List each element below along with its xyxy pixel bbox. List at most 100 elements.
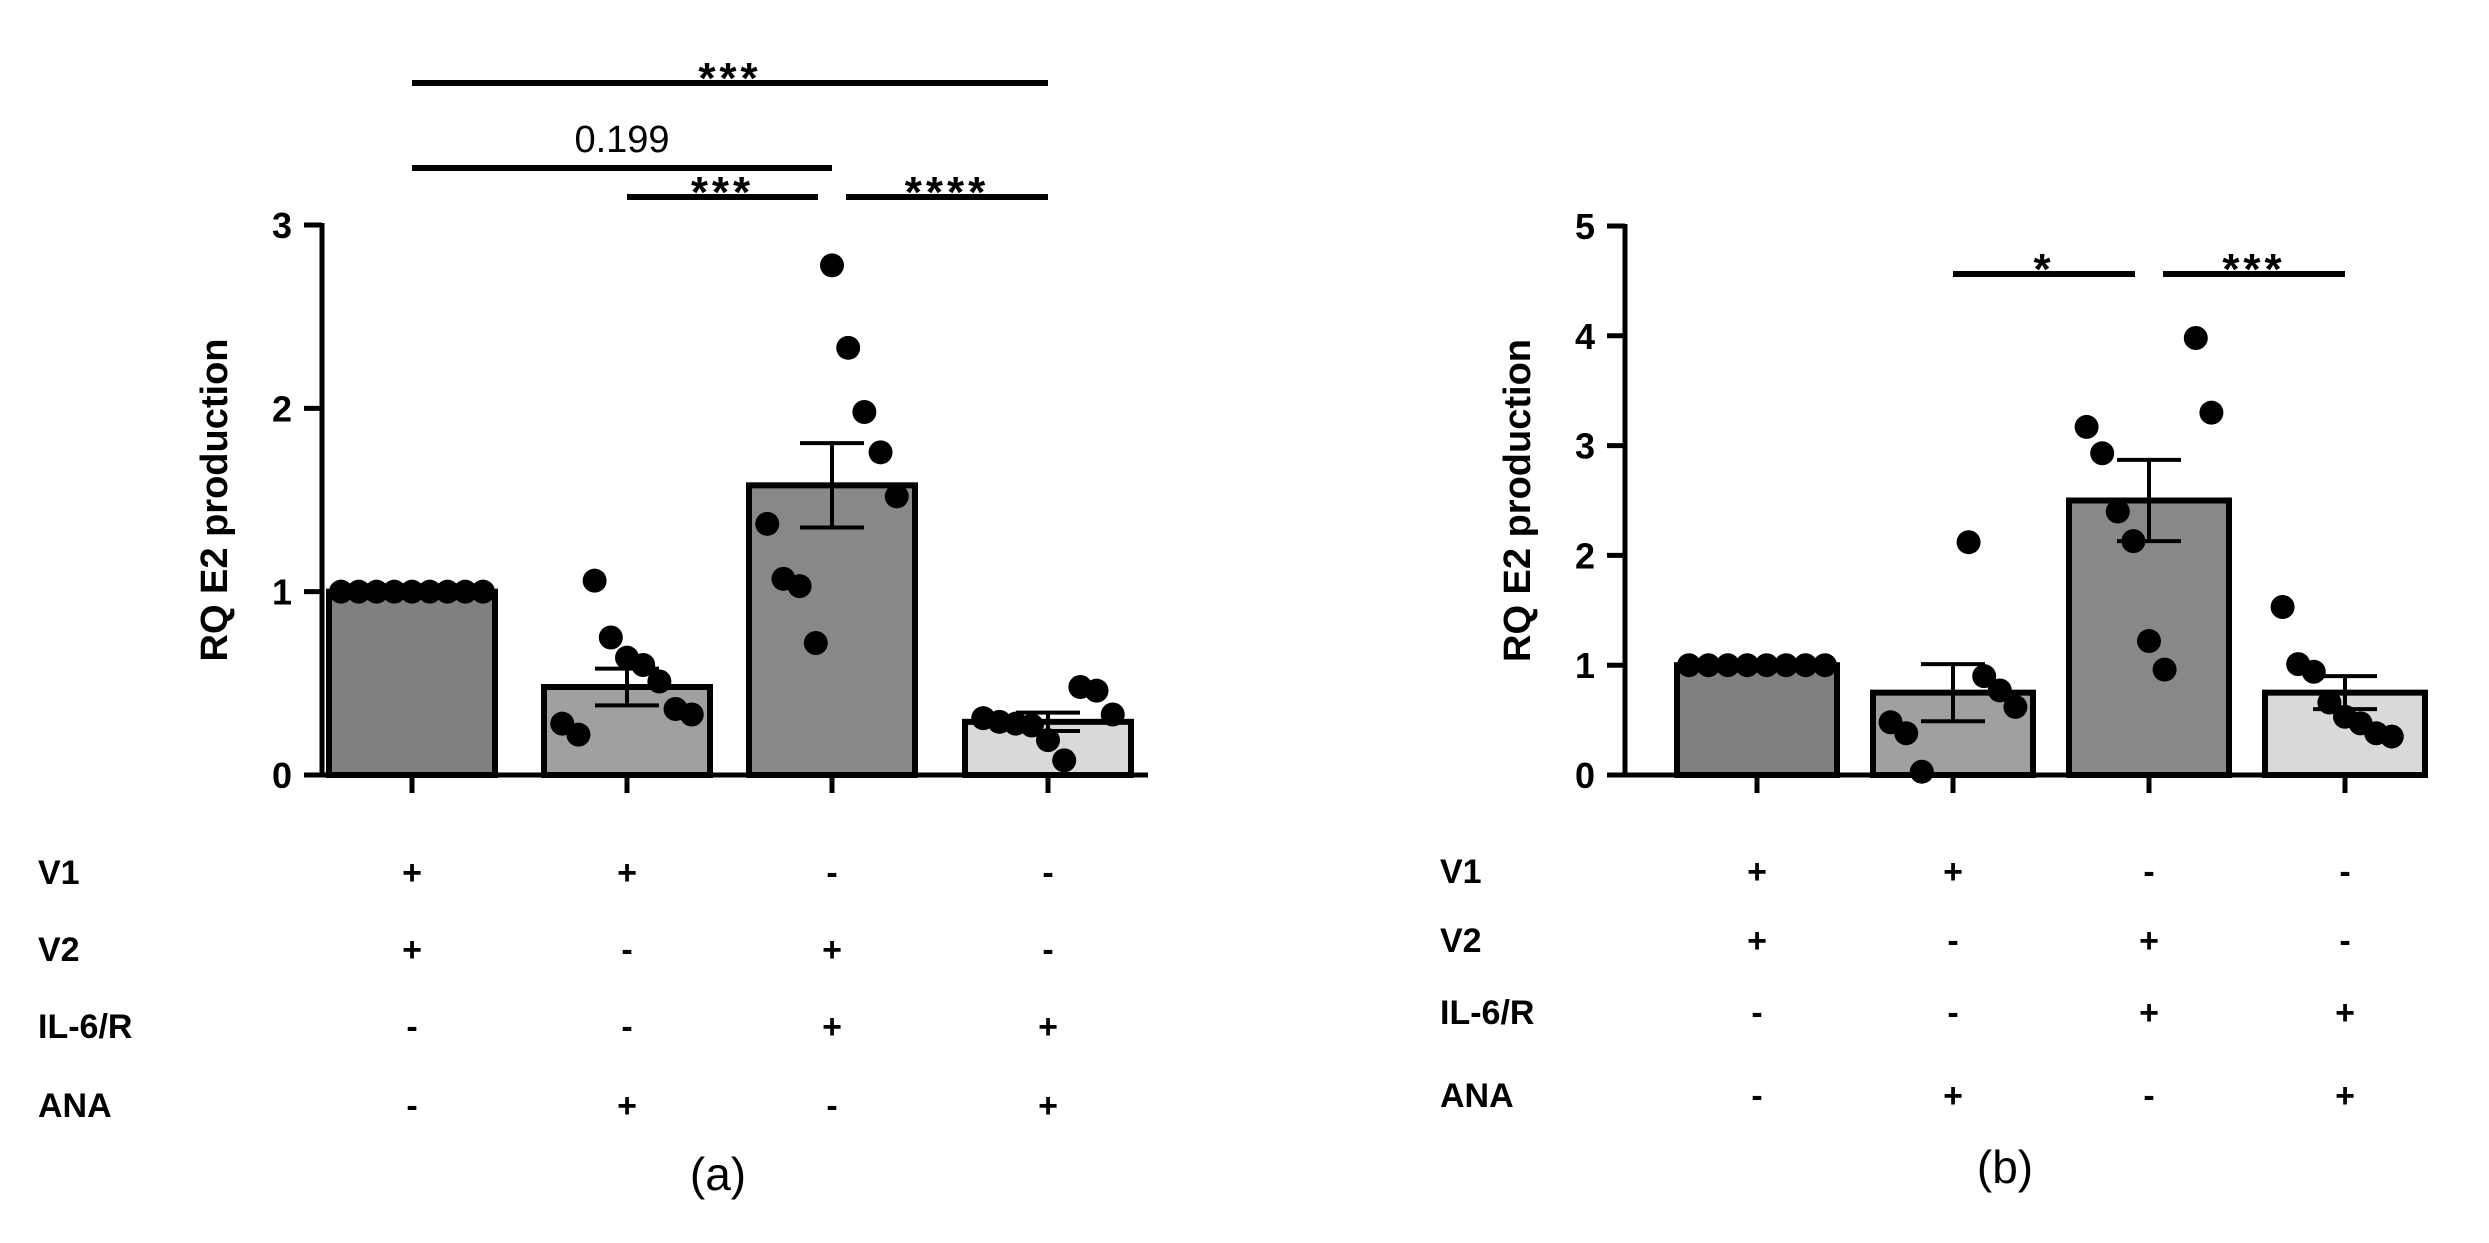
data-point	[2301, 659, 2326, 684]
condition-sign: -	[2143, 1077, 2154, 1115]
data-point	[884, 484, 909, 509]
condition-sign: -	[1947, 922, 1958, 960]
data-point	[2137, 629, 2161, 654]
data-point	[382, 579, 407, 604]
data-point	[2379, 724, 2404, 749]
data-point	[787, 574, 812, 599]
condition-sign: +	[1943, 853, 1963, 891]
condition-sign: +	[2335, 1077, 2355, 1115]
y-axis-title: RQ E2 production	[1497, 339, 1539, 662]
condition-sign: -	[621, 1008, 632, 1046]
data-point	[2105, 499, 2130, 524]
condition-sign: +	[402, 854, 422, 892]
significance-label: *	[2033, 245, 2054, 294]
data-point	[598, 625, 623, 650]
significance-label: ***	[691, 168, 754, 217]
data-point	[868, 440, 893, 465]
condition-sign: -	[2339, 853, 2350, 891]
condition-sign: -	[406, 1008, 417, 1046]
condition-sign: -	[2143, 853, 2154, 891]
condition-sign: +	[822, 931, 842, 969]
data-point	[453, 579, 478, 604]
condition-sign: -	[2339, 922, 2350, 960]
significance-label: 0.199	[574, 119, 669, 161]
data-point	[836, 335, 861, 360]
condition-sign: +	[1943, 1077, 1963, 1115]
data-point	[471, 579, 495, 604]
data-point	[1735, 653, 1760, 678]
data-point	[435, 579, 460, 604]
y-tick-label: 0	[272, 755, 292, 796]
panel-caption: (a)	[690, 1148, 746, 1200]
bar-1	[1674, 662, 1840, 779]
condition-sign: -	[406, 1087, 417, 1125]
data-point	[2199, 400, 2224, 425]
condition-sign: -	[1751, 1077, 1762, 1115]
condition-sign: +	[1038, 1087, 1058, 1125]
data-point	[2090, 441, 2115, 466]
y-tick-label: 1	[1575, 645, 1595, 686]
data-point	[1715, 653, 1740, 678]
condition-sign: -	[1751, 994, 1762, 1032]
data-point	[566, 722, 591, 747]
data-point	[647, 669, 672, 694]
data-point	[2152, 657, 2177, 682]
condition-label: IL-6/R	[1440, 994, 1534, 1032]
y-tick-label: 4	[1575, 316, 1595, 357]
data-point	[1084, 678, 1109, 703]
data-point	[400, 579, 424, 604]
data-point	[2183, 325, 2208, 350]
data-point	[1909, 759, 1934, 784]
data-point	[2003, 694, 2028, 719]
data-point	[755, 511, 780, 536]
data-point	[820, 253, 844, 278]
condition-sign: +	[1747, 922, 1767, 960]
y-tick-label: 3	[1575, 426, 1595, 467]
data-point	[2270, 595, 2295, 620]
y-tick-label: 1	[272, 572, 292, 613]
data-point	[1813, 653, 1837, 678]
condition-sign: -	[826, 1087, 837, 1125]
y-tick-label: 2	[1575, 535, 1595, 576]
data-point	[1972, 664, 1997, 689]
significance-label: ***	[698, 54, 761, 103]
condition-sign: +	[402, 931, 422, 969]
y-tick-label: 5	[1575, 206, 1595, 247]
y-tick-label: 3	[272, 205, 292, 246]
data-point	[1677, 653, 1701, 678]
condition-sign: +	[2139, 922, 2159, 960]
condition-sign: +	[1747, 853, 1767, 891]
condition-label: ANA	[38, 1087, 112, 1125]
data-point	[582, 568, 607, 593]
data-point	[364, 579, 389, 604]
condition-sign: +	[617, 1087, 637, 1125]
significance-label: ****	[905, 168, 990, 217]
condition-label: V2	[1440, 922, 1482, 960]
data-point	[346, 579, 371, 604]
condition-label: V1	[1440, 853, 1482, 891]
panel-caption: (b)	[1977, 1141, 2033, 1193]
data-point	[1100, 702, 1125, 727]
data-point	[2121, 529, 2146, 554]
condition-sign: +	[2335, 994, 2355, 1032]
condition-sign: +	[617, 854, 637, 892]
condition-sign: -	[1042, 931, 1053, 969]
data-point	[679, 702, 704, 727]
data-point	[1793, 653, 1818, 678]
data-point	[2074, 414, 2099, 439]
y-axis-title: RQ E2 production	[194, 339, 236, 662]
data-point	[1019, 713, 1044, 738]
significance-label: ***	[2222, 245, 2285, 294]
data-point	[1052, 748, 1077, 773]
condition-label: IL-6/R	[38, 1008, 132, 1046]
condition-label: V2	[38, 931, 80, 969]
data-point	[1696, 653, 1721, 678]
data-point	[852, 400, 877, 424]
data-point	[1774, 653, 1799, 678]
data-point	[2317, 690, 2342, 715]
data-point	[631, 653, 656, 677]
data-point	[803, 631, 828, 655]
